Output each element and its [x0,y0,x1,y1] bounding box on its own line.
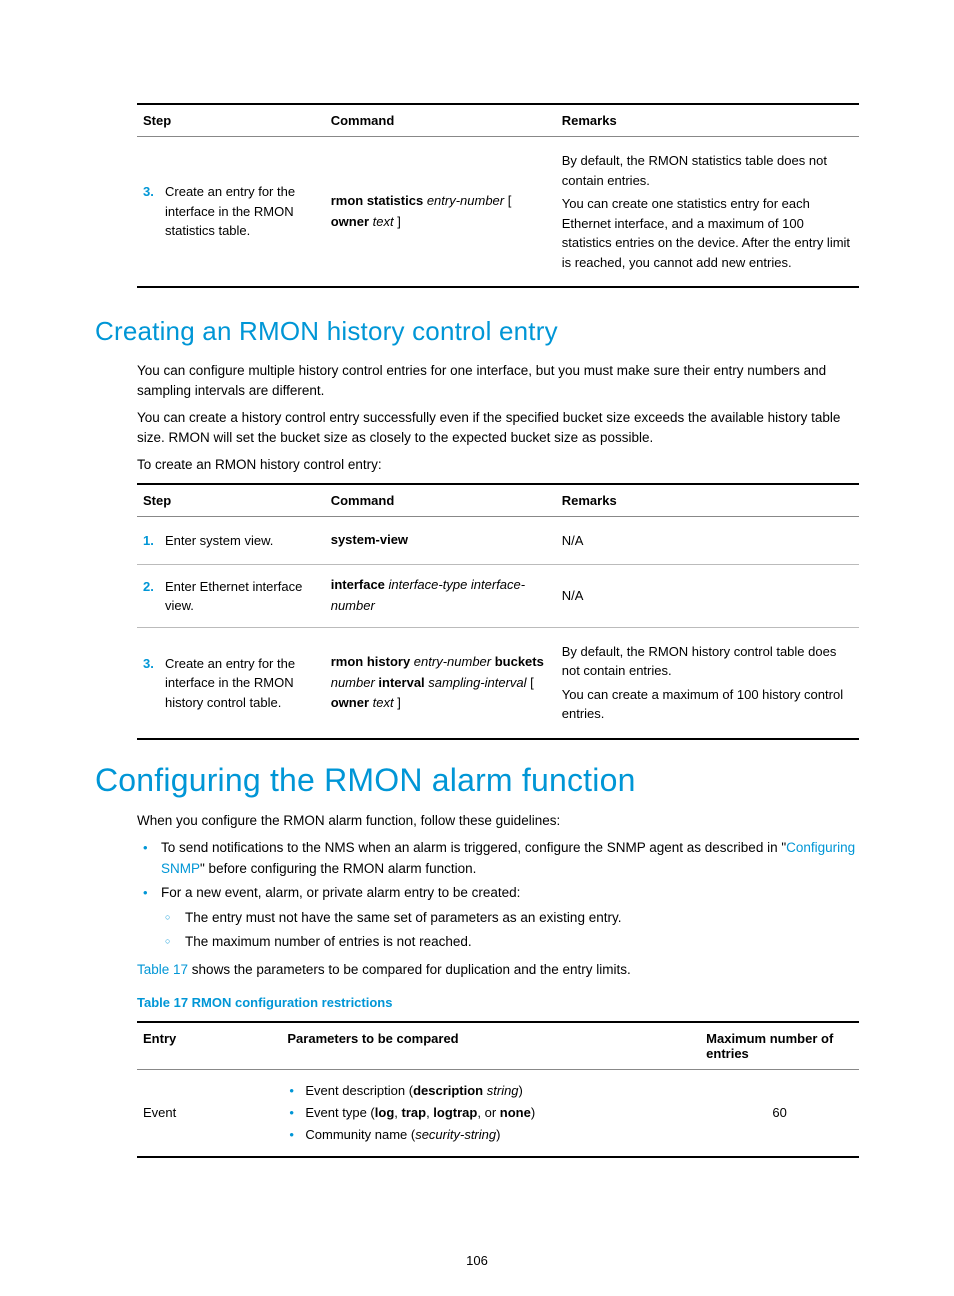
list-item: Community name (security-string) [305,1124,694,1146]
table1-h1: Command [325,104,556,137]
table1-h0: Step [137,104,325,137]
document-page: Step Command Remarks 3. Create an entry … [0,0,954,1296]
heading-alarm: Configuring the RMON alarm function [95,762,859,799]
table2-h1: Command [325,484,556,517]
table1-h2: Remarks [556,104,859,137]
table3: Entry Parameters to be compared Maximum … [137,1021,859,1158]
paragraph: You can create a history control entry s… [137,408,859,447]
remarks-cell: By default, the RMON history control tab… [556,627,859,739]
table2-h2: Remarks [556,484,859,517]
link-table17[interactable]: Table 17 [137,962,188,977]
command-cell: system-view [325,516,556,565]
entry-cell: Event [137,1069,281,1157]
table3-h0: Entry [137,1022,281,1070]
list-item: To send notifications to the NMS when an… [161,838,859,879]
table3-h2: Maximum number of entries [700,1022,859,1070]
step-number: 1. [143,531,165,551]
step-text: Create an entry for the interface in the… [165,182,319,241]
step-text: Create an entry for the interface in the… [165,654,319,713]
table1: Step Command Remarks 3. Create an entry … [137,103,859,288]
bullet-list: To send notifications to the NMS when an… [137,838,859,952]
table-caption: Table 17 RMON configuration restrictions [137,994,859,1013]
paragraph: You can configure multiple history contr… [137,361,859,400]
table2-h0: Step [137,484,325,517]
table2: Step Command Remarks 1. Enter system vie… [137,483,859,740]
table3-h1: Parameters to be compared [281,1022,700,1070]
paragraph: To create an RMON history control entry: [137,455,859,475]
remarks-cell: N/A [556,516,859,565]
sub-list: The entry must not have the same set of … [161,907,859,952]
table-row: 1. Enter system view. system-view N/A [137,516,859,565]
step-text: Enter system view. [165,531,319,551]
max-cell: 60 [700,1069,859,1157]
list-item: The maximum number of entries is not rea… [185,931,859,953]
list-item: Event type (log, trap, logtrap, or none) [305,1102,694,1124]
remarks-cell: By default, the RMON statistics table do… [556,137,859,288]
page-number: 106 [0,1253,954,1268]
command-cell: rmon history entry-number buckets number… [325,627,556,739]
list-item: For a new event, alarm, or private alarm… [161,883,859,952]
step-text: Enter Ethernet interface view. [165,577,319,616]
command-cell: interface interface-type interface-numbe… [325,565,556,628]
table-row: Event Event description (description str… [137,1069,859,1157]
command-cell: rmon statistics entry-number [ owner tex… [325,137,556,288]
heading-history: Creating an RMON history control entry [95,316,859,347]
table-row: 3. Create an entry for the interface in … [137,137,859,288]
step-number: 3. [143,182,165,202]
list-item: Event description (description string) [305,1080,694,1102]
step-number: 3. [143,654,165,674]
step-number: 2. [143,577,165,597]
table-row: 2. Enter Ethernet interface view. interf… [137,565,859,628]
table-row: 3. Create an entry for the interface in … [137,627,859,739]
remarks-cell: N/A [556,565,859,628]
params-cell: Event description (description string) E… [281,1069,700,1157]
table1-wrap: Step Command Remarks 3. Create an entry … [137,103,859,288]
list-item: The entry must not have the same set of … [185,907,859,929]
paragraph: When you configure the RMON alarm functi… [137,811,859,831]
paragraph: Table 17 shows the parameters to be comp… [137,960,859,980]
